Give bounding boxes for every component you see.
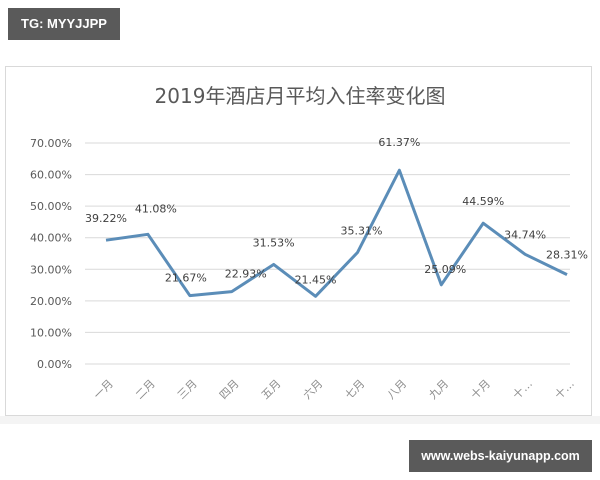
x-axis-tick-label: 八月 — [385, 377, 410, 402]
x-axis-tick-label: 三月 — [175, 377, 200, 402]
data-label: 21.45% — [295, 273, 337, 286]
watermark-top-badge: TG: MYYJJPP — [8, 8, 120, 40]
x-axis-tick-label: 二月 — [133, 377, 158, 402]
x-axis-tick-label: 七月 — [343, 377, 368, 402]
chart-title: 2019年酒店月平均入住率变化图 — [154, 84, 446, 108]
y-axis-tick-label: 40.00% — [30, 232, 72, 245]
data-label: 41.08% — [135, 202, 177, 215]
watermark-bottom-badge: www.webs-kaiyunapp.com — [409, 440, 592, 472]
y-axis-tick-label: 60.00% — [30, 169, 72, 182]
chart-bottom-strip — [0, 416, 600, 424]
series-line — [105, 168, 568, 298]
y-axis-tick-label: 70.00% — [30, 137, 72, 150]
data-label: 28.31% — [546, 249, 588, 262]
data-label: 21.67% — [165, 272, 207, 285]
x-axis-tick-label: 十月 — [468, 376, 493, 401]
chart-frame — [5, 66, 592, 416]
y-axis-tick-label: 30.00% — [30, 263, 72, 276]
y-axis-tick-label: 50.00% — [30, 200, 72, 213]
x-axis-tick-label: 一月 — [91, 377, 116, 402]
y-axis-tick-label: 10.00% — [30, 326, 72, 339]
data-label: 22.93% — [225, 268, 267, 281]
data-label: 39.22% — [85, 212, 127, 225]
x-axis-tick-label: 五月 — [259, 377, 284, 402]
data-label: 31.53% — [253, 236, 295, 249]
y-axis-tick-label: 20.00% — [30, 295, 72, 308]
x-axis-tick-label: 十… — [510, 376, 535, 401]
x-axis-tick-label: 九月 — [426, 377, 451, 402]
data-label: 44.59% — [462, 195, 504, 208]
y-axis-tick-label: 0.00% — [37, 358, 72, 371]
x-axis-tick-label: 四月 — [217, 377, 242, 402]
data-label: 34.74% — [504, 228, 546, 241]
data-label: 25.09% — [424, 263, 466, 276]
x-axis-tick-label: 十… — [551, 376, 576, 401]
data-label: 61.37% — [378, 136, 420, 149]
x-axis-tick-label: 六月 — [301, 377, 326, 402]
data-label: 35.31% — [340, 225, 382, 238]
